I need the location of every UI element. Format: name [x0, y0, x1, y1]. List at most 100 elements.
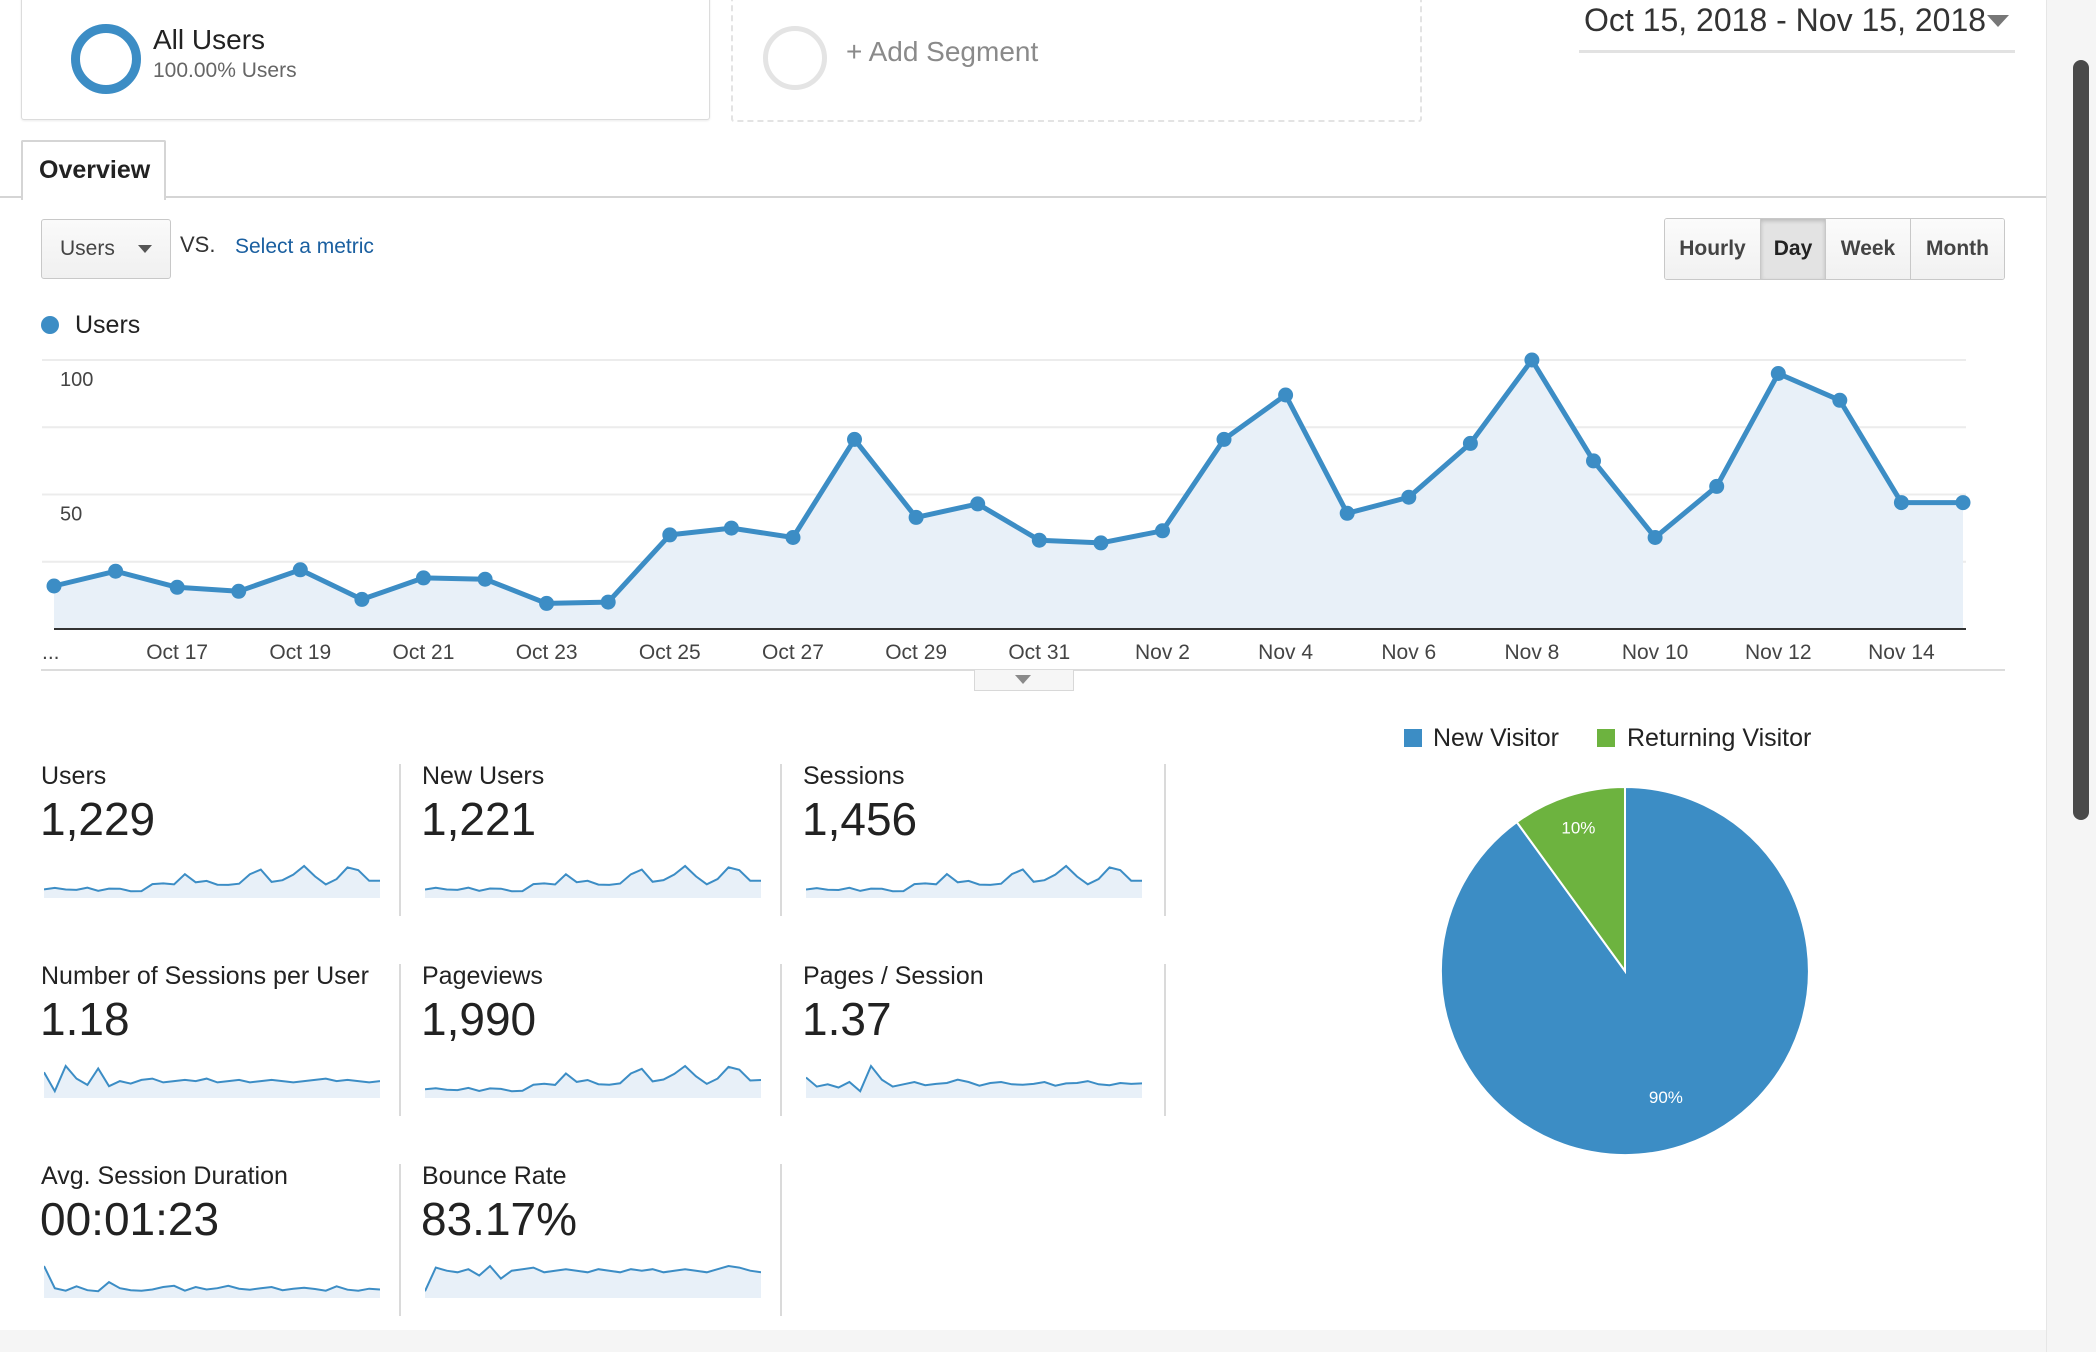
scorecard-value: 1,456 [802, 793, 918, 845]
users-legend-dot [41, 316, 59, 334]
sparkline [44, 864, 380, 898]
data-point[interactable] [108, 563, 124, 579]
segment-card-all-users[interactable]: All Users 100.00% Users [21, 0, 710, 120]
pie-slice-label: 10% [1561, 819, 1595, 838]
data-point[interactable] [1216, 431, 1232, 447]
x-tick-label: Oct 25 [639, 641, 701, 664]
sparkline-line [44, 864, 380, 893]
card-divider [780, 964, 782, 1116]
day-button[interactable]: Day [1761, 219, 1826, 279]
sparkline-line [425, 1064, 761, 1093]
card-divider [399, 964, 401, 1116]
data-point[interactable] [1339, 505, 1355, 521]
series-line-users [53, 357, 1963, 606]
data-point[interactable] [1586, 453, 1601, 469]
x-tick-label: ... [42, 641, 60, 664]
segment-title: All Users [153, 24, 266, 55]
scorecard-label: Pageviews [422, 962, 543, 990]
data-point[interactable] [1278, 387, 1294, 403]
x-tick-label: Nov 14 [1868, 641, 1935, 664]
date-range-picker[interactable]: Oct 15, 2018 - Nov 15, 2018 [1579, 0, 2015, 53]
tab-overview[interactable]: Overview [21, 140, 166, 200]
data-point[interactable] [662, 527, 678, 543]
x-tick-label: Nov 8 [1505, 641, 1560, 664]
users-legend-label: Users [75, 311, 141, 339]
sparkline-line [44, 1064, 380, 1094]
metric-select-dropdown[interactable]: Users [41, 219, 171, 279]
bottom-edge [0, 1330, 2046, 1352]
scorecard-label: Bounce Rate [422, 1162, 567, 1190]
sparkline [425, 1064, 761, 1098]
data-point[interactable] [1770, 366, 1786, 381]
data-point[interactable] [970, 496, 986, 512]
data-point[interactable] [785, 530, 801, 545]
empty-segment-ring-icon [763, 26, 827, 90]
chart-collapse-handle[interactable] [974, 670, 1074, 691]
sparkline-area [425, 1266, 761, 1298]
hourly-button[interactable]: Hourly [1665, 219, 1761, 279]
data-point[interactable] [231, 583, 247, 599]
segment-ring-icon [71, 24, 141, 94]
data-point[interactable] [1524, 352, 1540, 368]
x-tick-label: Oct 27 [762, 641, 824, 664]
sparkline-area [425, 866, 761, 898]
scorecard-value: 1.37 [802, 993, 892, 1045]
x-tick-label: Oct 17 [146, 641, 208, 664]
tab-underline [0, 196, 2046, 198]
users-line-chart: 100 50... Oct 17 Oct 19 Oct 21 Oct 23 Oct 25 Oc… [41, 352, 2005, 671]
data-point[interactable] [416, 570, 431, 586]
data-point[interactable] [1093, 535, 1109, 551]
data-point[interactable] [169, 579, 185, 595]
card-divider [1164, 964, 1166, 1116]
y-tick-label: 50 [60, 504, 82, 526]
data-point[interactable] [1832, 392, 1848, 408]
select-metric-link[interactable]: Select a metric [235, 235, 374, 258]
card-divider [780, 764, 782, 916]
month-button[interactable]: Month [1911, 219, 2004, 279]
week-button[interactable]: Week [1826, 219, 1911, 279]
sparkline [806, 1064, 1142, 1098]
data-point[interactable] [477, 571, 493, 587]
x-tick-label: Nov 2 [1135, 641, 1190, 664]
data-point[interactable] [1401, 489, 1417, 505]
scrollbar-thumb[interactable] [2073, 60, 2089, 820]
dropdown-arrow-icon [138, 245, 152, 253]
vs-label: VS. [180, 232, 216, 257]
sparkline [425, 1264, 761, 1298]
data-point[interactable] [908, 509, 924, 525]
add-segment-button[interactable]: + Add Segment [731, 0, 1422, 122]
data-point[interactable] [1155, 523, 1170, 539]
data-point[interactable] [1031, 532, 1047, 548]
data-point[interactable] [1647, 530, 1663, 545]
scorecard-label: New Users [422, 762, 545, 790]
data-point[interactable] [847, 431, 862, 447]
scorecard-value: 1.18 [40, 993, 130, 1045]
sparkline-line [425, 864, 761, 893]
sparkline-area [44, 1266, 380, 1298]
sparkline-area [425, 1066, 761, 1098]
x-tick-label: Nov 4 [1258, 641, 1313, 664]
sparkline-line [806, 1064, 1142, 1093]
data-point[interactable] [1462, 435, 1478, 451]
data-point[interactable] [600, 594, 616, 610]
data-point[interactable] [723, 520, 739, 536]
data-point[interactable] [539, 595, 555, 611]
visitor-type-pie-chart: 90% 10% [1440, 786, 1810, 1156]
returning-visitor-legend-label: Returning Visitor [1627, 724, 1812, 752]
data-point[interactable] [46, 578, 62, 594]
data-point[interactable] [354, 591, 370, 607]
data-point[interactable] [1709, 478, 1725, 494]
data-point[interactable] [1893, 495, 1909, 511]
sparkline-area [806, 866, 1142, 898]
sparkline-line [806, 864, 1142, 893]
pie-slice-returning-visitor[interactable] [1515, 786, 1626, 975]
data-point[interactable] [1955, 495, 1971, 511]
scorecard-label: Sessions [803, 762, 905, 790]
card-divider [780, 1164, 782, 1316]
time-granularity-group: Hourly Day Week Month [1664, 218, 2005, 280]
x-tick-label: Nov 12 [1745, 641, 1812, 664]
data-point[interactable] [292, 562, 308, 578]
x-tick-label: Oct 19 [269, 641, 331, 664]
scorecard-value: 83.17% [421, 1193, 578, 1245]
scorecard-value: 00:01:23 [40, 1193, 220, 1245]
